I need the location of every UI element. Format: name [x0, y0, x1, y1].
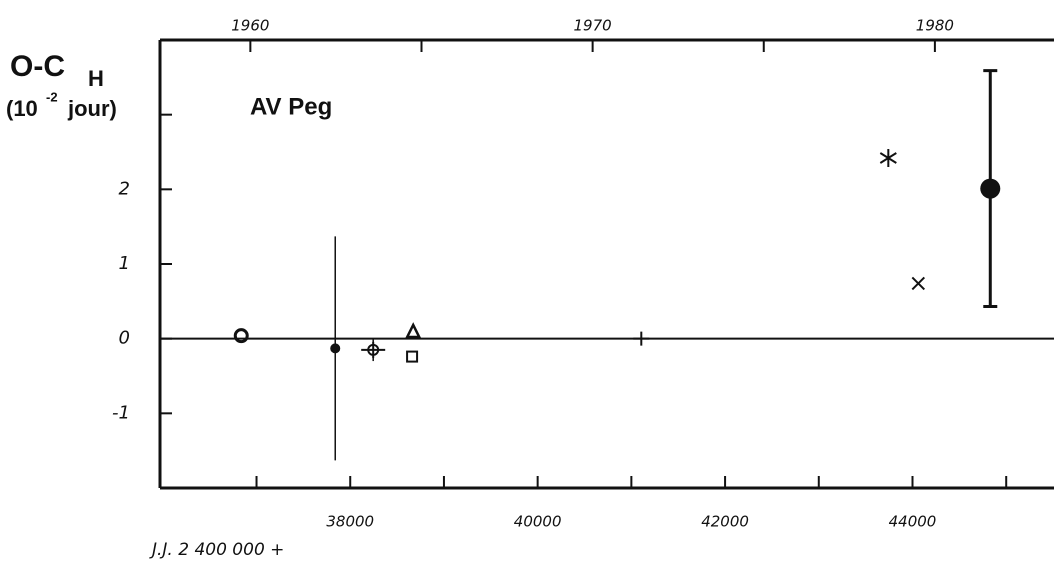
x-tick-label: 38000: [326, 513, 374, 531]
x2-tick-label: 1960: [231, 17, 269, 35]
point: [233, 328, 249, 344]
y-unit-exp: -2: [46, 89, 58, 104]
y-tick-label: 0: [119, 328, 130, 349]
point: [406, 350, 419, 363]
chart-title: AV Peg: [250, 93, 332, 120]
y-unit: (10: [6, 96, 38, 121]
x-tick-label: 44000: [889, 513, 937, 531]
y-tick-label: 2: [119, 178, 130, 199]
x-tick-label: 40000: [514, 513, 562, 531]
x-label: J.J. 2 400 000 +: [149, 540, 284, 560]
point: [330, 343, 341, 354]
point: [405, 322, 422, 339]
x-tick-label: 42000: [701, 513, 749, 531]
x2-tick-label: 1970: [574, 17, 612, 35]
x2-tick-label: 1980: [916, 17, 954, 35]
point: [361, 341, 386, 358]
y-label: O-C: [10, 50, 65, 83]
point: [911, 276, 926, 291]
y-unit: jour): [67, 96, 117, 121]
point: [633, 331, 650, 346]
y-label-sub: H: [88, 66, 104, 91]
point: [980, 178, 1001, 199]
y-tick-label: -1: [112, 402, 130, 423]
y-tick-label: 1: [119, 253, 130, 274]
point: [879, 148, 897, 167]
